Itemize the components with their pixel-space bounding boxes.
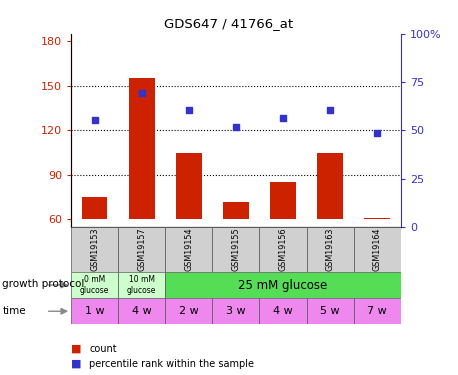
Text: time: time: [2, 306, 26, 315]
Text: 1 w: 1 w: [85, 306, 104, 316]
Text: 5 w: 5 w: [320, 306, 340, 316]
Bar: [213, 298, 259, 324]
Bar: [165, 298, 213, 324]
Bar: [317, 153, 343, 219]
Bar: [270, 182, 296, 219]
Bar: [306, 298, 354, 324]
Point: [327, 106, 334, 112]
Text: GSM19164: GSM19164: [373, 228, 382, 271]
Text: GSM19154: GSM19154: [184, 228, 193, 271]
Bar: [213, 227, 259, 272]
Text: 10 mM
glucose: 10 mM glucose: [127, 275, 156, 295]
Bar: [71, 227, 118, 272]
Bar: [259, 298, 306, 324]
Text: 4 w: 4 w: [132, 306, 152, 316]
Text: percentile rank within the sample: percentile rank within the sample: [89, 359, 254, 369]
Point: [185, 106, 192, 112]
Text: growth protocol: growth protocol: [2, 279, 85, 289]
Point: [279, 116, 287, 122]
Bar: [129, 78, 155, 219]
Text: ■: ■: [71, 359, 82, 369]
Bar: [71, 272, 118, 298]
Text: 7 w: 7 w: [367, 306, 387, 316]
Text: GDS647 / 41766_at: GDS647 / 41766_at: [164, 17, 294, 30]
Text: GSM19156: GSM19156: [278, 228, 288, 271]
Text: 3 w: 3 w: [226, 306, 245, 316]
Bar: [71, 298, 118, 324]
Bar: [354, 227, 401, 272]
Point: [138, 90, 145, 96]
Bar: [118, 298, 165, 324]
Text: 4 w: 4 w: [273, 306, 293, 316]
Text: ■: ■: [71, 344, 82, 354]
Bar: [118, 227, 165, 272]
Bar: [176, 153, 202, 219]
Bar: [165, 227, 213, 272]
Bar: [82, 197, 108, 219]
Text: 0 mM
glucose: 0 mM glucose: [80, 275, 109, 295]
Point: [232, 124, 240, 130]
Bar: [364, 218, 390, 219]
Bar: [223, 202, 249, 219]
Bar: [354, 298, 401, 324]
Text: 25 mM glucose: 25 mM glucose: [238, 279, 327, 291]
Text: 2 w: 2 w: [179, 306, 199, 316]
Text: GSM19155: GSM19155: [231, 228, 240, 271]
Bar: [118, 272, 165, 298]
Bar: [306, 227, 354, 272]
Text: GSM19153: GSM19153: [90, 228, 99, 271]
Text: GSM19163: GSM19163: [326, 228, 335, 271]
Text: count: count: [89, 344, 117, 354]
Bar: [165, 272, 401, 298]
Bar: [259, 227, 306, 272]
Point: [91, 117, 98, 123]
Point: [374, 130, 381, 136]
Text: GSM19157: GSM19157: [137, 228, 146, 271]
